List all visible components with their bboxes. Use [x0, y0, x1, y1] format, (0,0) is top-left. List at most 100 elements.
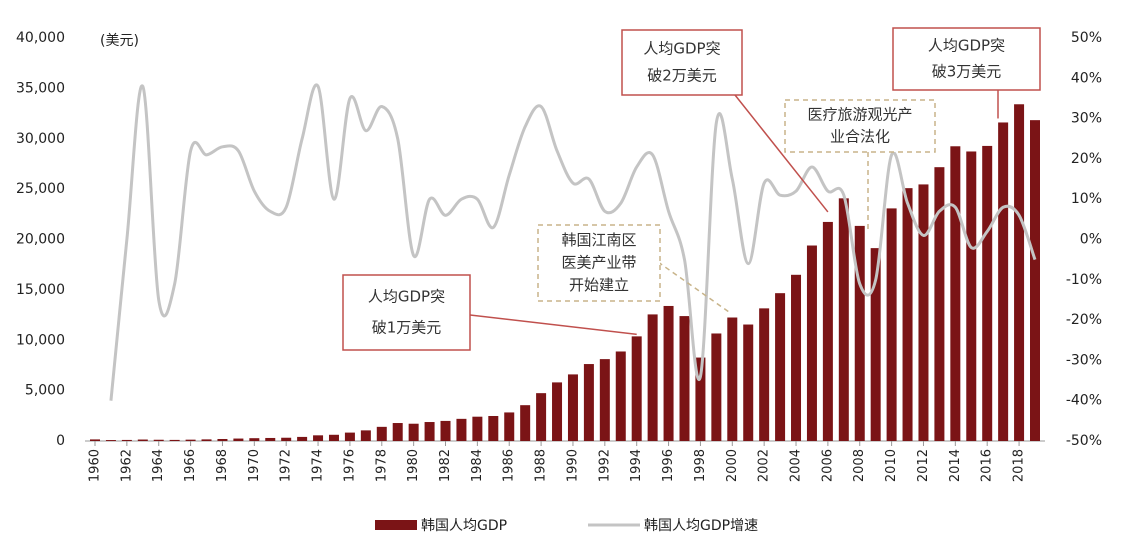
y2-tick-label: -30%: [1066, 352, 1102, 368]
bar: [217, 438, 228, 441]
bar: [472, 416, 483, 441]
y-tick-label: 15,000: [16, 282, 65, 298]
bar: [169, 439, 180, 441]
y2-tick-label: 30%: [1071, 111, 1102, 127]
legend-label: 韩国人均GDP: [421, 518, 507, 534]
bar: [902, 188, 913, 441]
bar: [360, 430, 371, 441]
y-tick-label: 40,000: [16, 30, 65, 46]
bar: [918, 184, 929, 441]
bar: [552, 382, 563, 441]
bar: [520, 405, 531, 441]
x-tick-label: 2010: [884, 449, 899, 482]
annotation-text: 破1万美元: [372, 319, 442, 337]
bar: [982, 145, 993, 441]
x-tick-label: 1980: [406, 449, 421, 482]
bar: [886, 208, 897, 441]
bar: [743, 324, 754, 441]
bar: [376, 426, 387, 441]
x-tick-label: 1990: [565, 449, 580, 482]
bar: [583, 364, 594, 441]
bar: [424, 422, 435, 441]
x-tick-label: 2016: [980, 449, 995, 482]
bar: [313, 435, 324, 441]
annotation-text: 韩国江南区: [561, 231, 636, 249]
bar: [615, 351, 626, 441]
x-tick-label: 1988: [534, 449, 549, 482]
bar: [105, 440, 116, 441]
annotation-box: [892, 27, 1041, 91]
y-tick-label: 20,000: [16, 232, 65, 248]
bar: [392, 423, 403, 441]
bar: [344, 432, 355, 441]
bar: [153, 439, 164, 441]
bar: [137, 439, 148, 441]
x-tick-label: 1992: [597, 449, 612, 482]
annotation-box: [784, 99, 936, 153]
bar: [854, 225, 865, 441]
x-tick-label: 1998: [693, 449, 708, 482]
bar: [727, 317, 738, 441]
y2-tick-label: 40%: [1071, 70, 1102, 86]
x-tick-label: 1966: [183, 449, 198, 482]
x-tick-label: 1994: [629, 449, 644, 482]
annotation-text: 医美产业带: [561, 254, 636, 272]
bar: [759, 308, 770, 441]
y2-tick-label: -40%: [1066, 393, 1102, 409]
annotation-text: 破3万美元: [932, 62, 1002, 80]
bar: [631, 336, 642, 441]
growth-line: [109, 83, 1037, 401]
y2-tick-label: 20%: [1071, 151, 1102, 167]
legend-swatch: [375, 520, 417, 530]
y-tick-label: 35,000: [16, 80, 65, 96]
y-tick-label: 25,000: [16, 181, 65, 197]
x-tick-label: 1982: [438, 449, 453, 482]
bar: [536, 393, 547, 441]
bar: [599, 359, 610, 441]
bar: [408, 423, 419, 441]
x-tick-label: 1968: [215, 449, 230, 482]
bar: [775, 293, 786, 441]
x-tick-label: 1976: [342, 449, 357, 482]
x-tick-label: 2006: [820, 449, 835, 482]
y-tick-label: 30,000: [16, 131, 65, 147]
bar: [265, 437, 276, 441]
bar: [328, 434, 339, 441]
x-tick-label: 1970: [247, 449, 262, 482]
y-tick-label: 5,000: [25, 383, 65, 399]
annotation-box: [342, 274, 471, 351]
y2-tick-label: 10%: [1071, 191, 1102, 207]
y2-tick-label: -50%: [1066, 433, 1102, 449]
bar: [950, 146, 961, 441]
annotation-text: 开始建立: [569, 276, 629, 294]
bar: [1030, 120, 1040, 441]
x-tick-label: 1960: [88, 449, 103, 482]
y-axis-label: (美元): [100, 33, 139, 49]
x-tick-label: 1978: [374, 449, 389, 482]
x-tick-label: 2002: [757, 449, 772, 482]
annotation-box: [621, 29, 743, 96]
bar: [806, 245, 817, 441]
bar: [456, 418, 467, 441]
bar: [711, 333, 722, 441]
x-tick-label: 1972: [279, 449, 294, 482]
bar: [791, 274, 802, 441]
bar: [233, 438, 244, 441]
bar: [281, 437, 292, 441]
bar: [679, 316, 690, 441]
bar: [822, 221, 833, 441]
x-tick-label: 1996: [661, 449, 676, 482]
x-tick-label: 2012: [916, 449, 931, 482]
bar: [297, 436, 308, 441]
bar: [663, 305, 674, 441]
bar: [488, 415, 499, 441]
bar: [838, 198, 849, 441]
x-tick-label: 1984: [470, 449, 485, 482]
y2-tick-label: -10%: [1066, 272, 1102, 288]
annotation-text: 破2万美元: [647, 67, 717, 85]
bar: [1014, 104, 1025, 441]
annotation-pointer: [734, 94, 829, 213]
y2-tick-label: 0%: [1080, 232, 1102, 248]
bar: [249, 438, 260, 441]
